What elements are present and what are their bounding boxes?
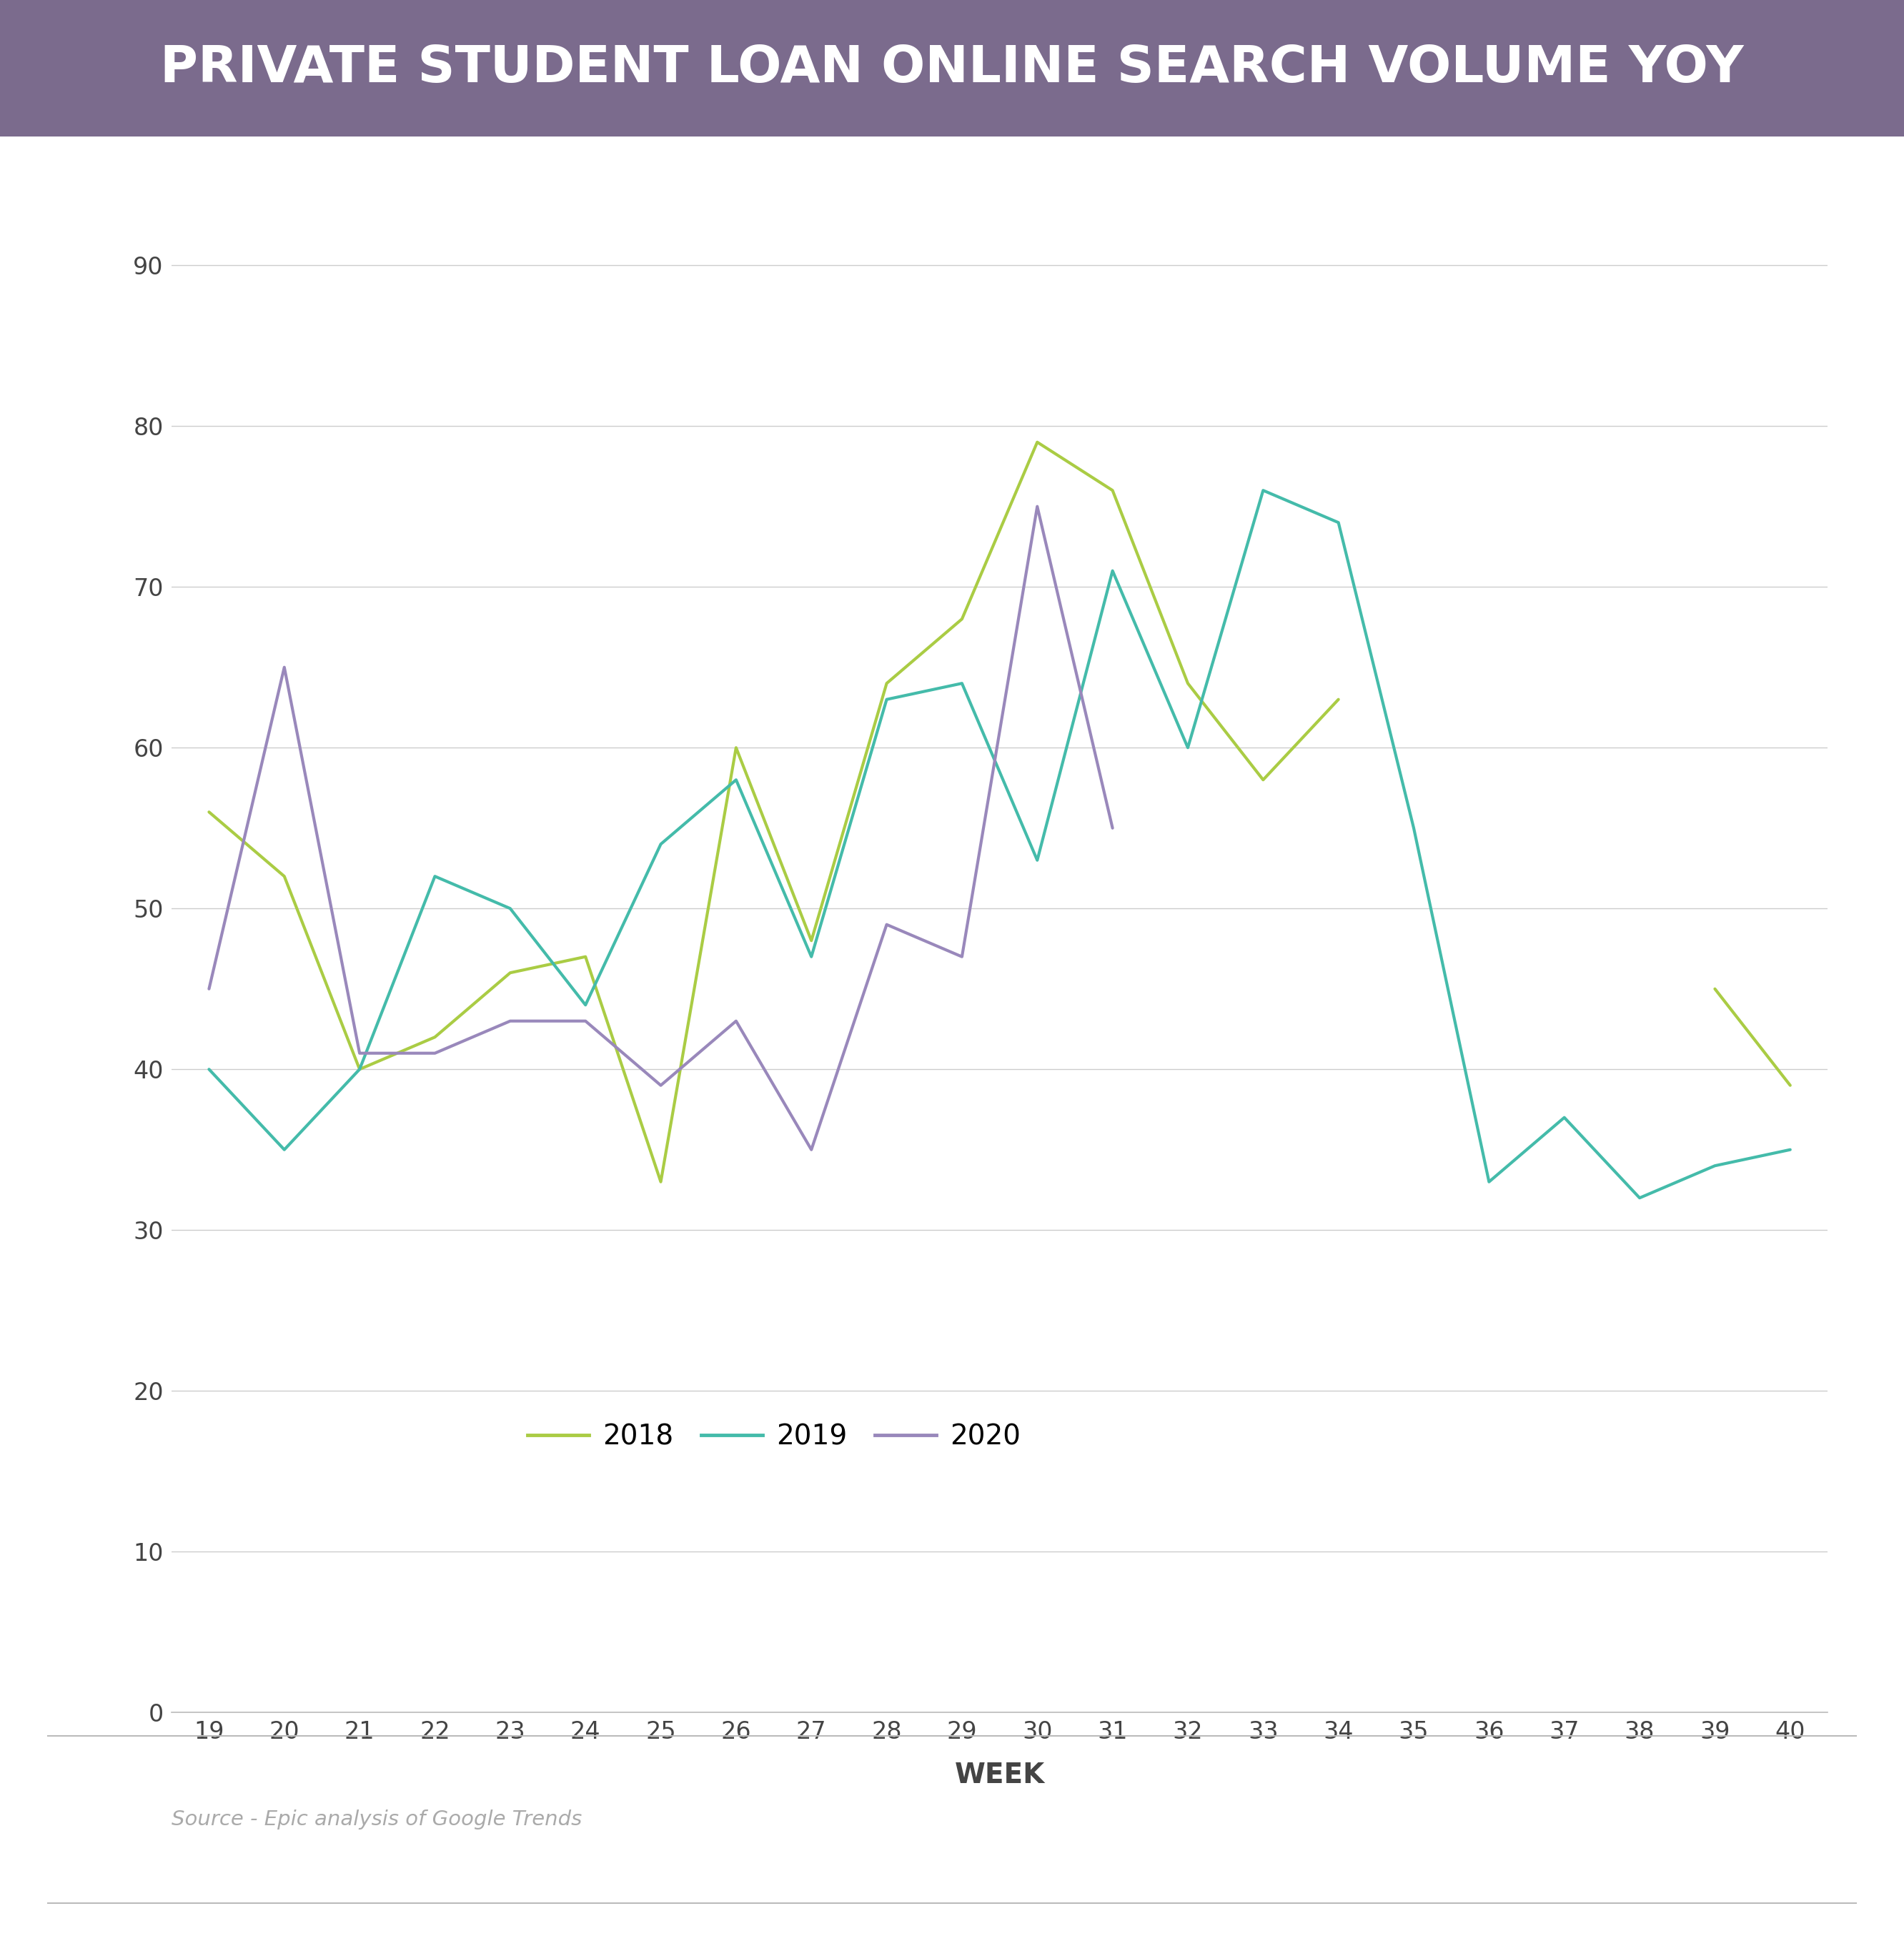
2018 [725,736,748,759]
2019 [1704,1154,1727,1177]
2018 [876,671,899,695]
2019 [649,833,672,856]
Line: 2020: 2020 [209,506,1112,1150]
2019 [1177,736,1200,759]
Line: 2018: 2018 [209,442,1339,1181]
2018 [1251,769,1274,792]
2019 [800,946,823,969]
2020 [725,1010,748,1033]
2020 [1101,817,1123,841]
2020 [423,1041,446,1064]
2019 [1101,559,1123,582]
2018 [649,1170,672,1193]
2020 [800,1138,823,1162]
2019 [1478,1170,1500,1193]
2018 [950,607,973,631]
2020 [649,1074,672,1098]
2020 [272,656,295,679]
2018 [499,961,522,985]
Text: Source - Epic analysis of Google Trends: Source - Epic analysis of Google Trends [171,1810,583,1829]
2019 [272,1138,295,1162]
2019 [348,1057,371,1080]
2019 [198,1057,221,1080]
2018 [423,1026,446,1049]
2019 [1327,512,1350,535]
2020 [198,977,221,1000]
2019 [1778,1138,1801,1162]
2020 [573,1010,596,1033]
2018 [800,928,823,952]
2018 [272,864,295,887]
2019 [499,897,522,920]
2018 [573,946,596,969]
2020 [1026,494,1049,518]
Line: 2019: 2019 [209,490,1790,1199]
2020 [499,1010,522,1033]
Legend: 2018, 2019, 2020: 2018, 2019, 2020 [516,1413,1032,1461]
2018 [1177,671,1200,695]
2020 [348,1041,371,1064]
2019 [1401,817,1424,841]
2018 [348,1057,371,1080]
2019 [876,687,899,710]
2018 [1026,430,1049,453]
2019 [1554,1105,1577,1129]
2018 [1327,687,1350,710]
2019 [725,769,748,792]
2019 [423,864,446,887]
2019 [950,671,973,695]
2019 [1026,848,1049,872]
2018 [1101,479,1123,502]
Text: PRIVATE STUDENT LOAN ONLINE SEARCH VOLUME YOY: PRIVATE STUDENT LOAN ONLINE SEARCH VOLUM… [160,43,1744,93]
2020 [876,913,899,936]
2019 [1251,479,1274,502]
2018 [198,800,221,823]
2019 [1628,1187,1651,1210]
X-axis label: WEEK: WEEK [954,1761,1045,1788]
2019 [573,992,596,1016]
2020 [950,946,973,969]
